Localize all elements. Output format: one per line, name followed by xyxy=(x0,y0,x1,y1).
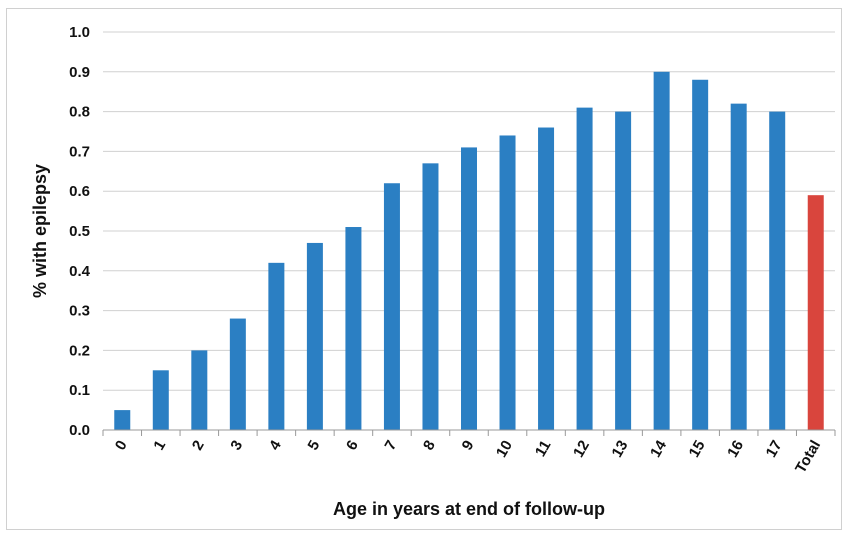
y-tick-label: 0.0 xyxy=(69,422,90,439)
x-tick-label: Total xyxy=(792,438,824,477)
x-tick-label: 0 xyxy=(112,438,131,454)
y-tick-label: 0.2 xyxy=(69,342,90,359)
bar-age-4 xyxy=(268,262,285,430)
bar-total xyxy=(807,195,824,430)
x-tick-label: 7 xyxy=(382,438,401,454)
bar-age-2 xyxy=(191,350,208,430)
bar-age-13 xyxy=(615,111,632,430)
bar-age-16 xyxy=(730,103,747,430)
x-tick-label: 3 xyxy=(227,438,246,454)
x-tick-label: 17 xyxy=(763,438,786,461)
bar-age-0 xyxy=(114,410,131,430)
x-tick-label: 1 xyxy=(150,438,169,454)
x-tick-label: 5 xyxy=(304,438,323,454)
x-tick-label: 9 xyxy=(459,438,478,454)
y-axis-ticks: 0.0 0.1 0.2 0.3 0.4 0.5 0.6 0.7 0.8 0.9 1.0 xyxy=(69,24,91,439)
y-tick-label: 0.4 xyxy=(69,263,91,280)
y-tick-label: 0.8 xyxy=(69,104,90,121)
x-tick-label: 4 xyxy=(266,437,285,453)
bar-age-9 xyxy=(461,147,477,431)
bar-age-10 xyxy=(499,135,516,431)
y-tick-label: 0.3 xyxy=(69,303,90,320)
y-tick-label: 0.5 xyxy=(69,223,90,240)
y-tick-label: 0.1 xyxy=(69,382,90,399)
bar-age-5 xyxy=(306,242,323,430)
bar-age-14 xyxy=(653,71,670,431)
bar-age-3 xyxy=(229,318,246,430)
gridlines xyxy=(103,31,835,391)
y-tick-label: 0.7 xyxy=(69,143,90,160)
bar-age-1 xyxy=(152,370,169,430)
y-tick-label: 1.0 xyxy=(69,24,90,41)
bar-age-7 xyxy=(383,183,400,430)
bar-age-6 xyxy=(345,227,362,430)
y-tick-label: 0.6 xyxy=(69,183,90,200)
x-tick-label: 10 xyxy=(493,438,516,461)
x-tick-label: 14 xyxy=(647,437,670,461)
x-tick-label: 2 xyxy=(189,438,208,454)
y-tick-label: 0.9 xyxy=(69,64,90,81)
bar-age-17 xyxy=(769,111,786,430)
x-tick-label: 11 xyxy=(532,438,555,460)
x-axis-title: Age in years at end of follow-up xyxy=(333,499,605,519)
x-axis-ticks: 0 1 2 3 4 5 6 7 8 9 10 11 12 13 14 15 16 17 Total xyxy=(102,430,836,477)
x-tick-label: 15 xyxy=(686,438,709,461)
bar-age-15 xyxy=(692,79,709,430)
x-tick-label: 12 xyxy=(570,438,593,461)
bar-age-12 xyxy=(576,107,593,431)
x-tick-label: 8 xyxy=(420,438,439,454)
bar-age-11 xyxy=(538,127,555,431)
bar-age-8 xyxy=(422,163,439,430)
x-tick-label: 6 xyxy=(343,438,362,454)
x-tick-label: 13 xyxy=(609,438,632,461)
y-axis-title: % with epilepsy xyxy=(30,164,50,298)
bars xyxy=(114,71,824,431)
x-tick-label: 16 xyxy=(724,438,747,461)
